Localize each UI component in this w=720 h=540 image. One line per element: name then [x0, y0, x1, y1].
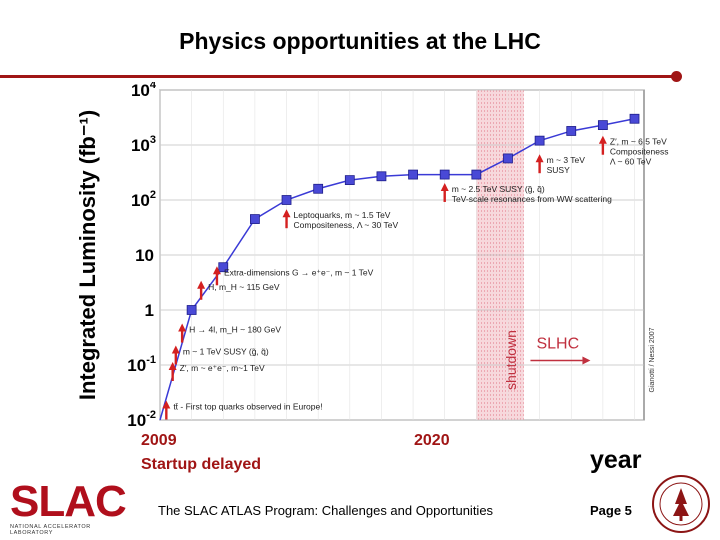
data-point	[186, 305, 197, 315]
y-tick-label: 10-2	[127, 409, 156, 430]
data-point	[281, 195, 292, 205]
annotation-text: Extra-dimensions G → e⁺e⁻, m ~ 1 TeV	[224, 267, 374, 277]
x-axis-year-label: year	[590, 446, 642, 474]
data-point	[376, 171, 387, 182]
data-point	[503, 153, 513, 164]
slhc-arrow-head	[582, 356, 591, 365]
slac-logo-mark: SLAC	[10, 477, 127, 526]
title-rule-dot	[671, 71, 682, 82]
data-point	[629, 113, 640, 124]
shutdown-label: shutdown	[503, 330, 519, 390]
annotation-text: m ~ 1 TeV SUSY (g̃, q̃)	[183, 346, 269, 356]
annotation-text: tt̄ - First top quarks observed in Europ…	[173, 401, 322, 411]
slac-logo: SLAC NATIONAL ACCELERATOR LABORATORY	[10, 477, 135, 537]
annotation-text: SUSY	[547, 165, 570, 175]
annotation-text: Λ ~ 60 TeV	[610, 157, 652, 167]
annotation-text: Compositeness	[610, 147, 669, 157]
startup-delayed-label: Startup delayed	[141, 456, 262, 473]
y-tick-label: 1	[145, 301, 154, 320]
data-point	[471, 169, 482, 180]
y-tick-label: 10	[135, 246, 154, 265]
annotation-text: m ~ 2.5 TeV SUSY (g̃, q̃)	[452, 184, 545, 194]
annotation-arrow-head	[162, 400, 171, 409]
y-tick-label: 102	[131, 189, 156, 210]
stanford-seal-icon	[652, 475, 710, 533]
y-axis-label: Integrated Luminosity (fb⁻¹)	[75, 110, 100, 400]
annotation-text: Z′, m ~ 6.5 TeV	[610, 137, 667, 147]
annotation-arrow-head	[282, 209, 291, 218]
data-point	[344, 175, 355, 186]
y-tick-label: 103	[131, 134, 156, 155]
credit-label: Gianotti / Nessi 2007	[649, 327, 656, 392]
data-point	[313, 183, 324, 194]
data-point	[439, 169, 450, 180]
annotation-text: Z′, m ~ e⁺e⁻, m~1 TeV	[180, 363, 265, 373]
year-start-label: 2009	[141, 432, 177, 449]
slac-logo-subtext: NATIONAL ACCELERATOR LABORATORY	[10, 524, 91, 536]
data-point	[250, 214, 260, 224]
title-rule	[0, 75, 676, 78]
annotation-arrow-head	[178, 323, 187, 332]
annotation-text: m ~ 3 TeV	[547, 155, 586, 165]
annotation-arrow-head	[535, 154, 544, 163]
page-number: Page 5	[590, 503, 632, 518]
slhc-label: SLHC	[536, 335, 579, 352]
y-tick-label: 10-1	[127, 354, 156, 375]
data-point	[597, 120, 608, 131]
annotation-arrow-head	[598, 135, 607, 144]
year-mid-label: 2020	[414, 432, 450, 449]
annotation-arrow-head	[212, 266, 221, 275]
annotation-text: Leptoquarks, m ~ 1.5 TeV	[294, 210, 391, 220]
annotation-text: Compositeness, Λ ~ 30 TeV	[294, 220, 399, 230]
annotation-arrow-head	[197, 280, 206, 289]
annotation-arrow-head	[168, 362, 177, 370]
data-point	[408, 169, 418, 180]
annotation-text: TeV-scale resonances from WW scattering	[452, 194, 612, 204]
annotation-arrow-head	[171, 345, 180, 354]
y-tick-label: 104	[131, 82, 157, 100]
slide-title: Physics opportunities at the LHC	[179, 28, 541, 54]
luminosity-line	[159, 118, 635, 421]
data-point	[566, 126, 577, 136]
data-point	[534, 135, 545, 146]
data-point	[218, 262, 229, 273]
annotation-text: H, m_H ~ 115 GeV	[208, 282, 280, 292]
annotation-arrow-head	[440, 182, 449, 191]
annotation-text: H → 4l, m_H ~ 180 GeV	[189, 325, 281, 335]
footer-text: The SLAC ATLAS Program: Challenges and O…	[158, 503, 494, 518]
